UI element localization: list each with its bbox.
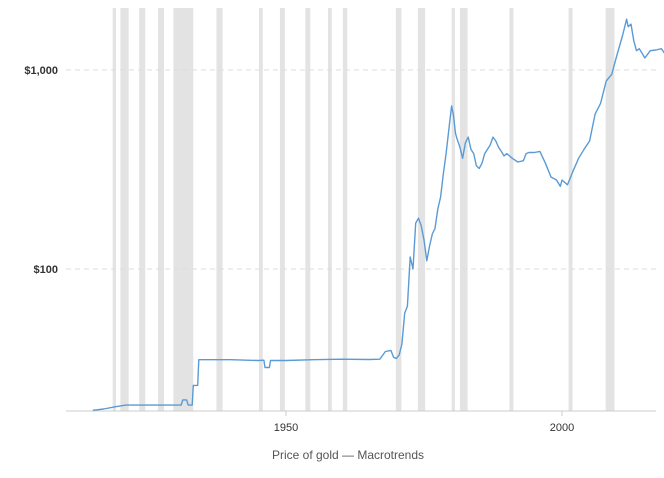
recession-band-16 <box>568 8 573 411</box>
horizontal-gridlines <box>66 69 656 270</box>
recession-band-5 <box>216 8 223 411</box>
x-tick-label-2000: 2000 <box>550 422 574 434</box>
recession-band-14 <box>459 8 468 411</box>
chart-caption: Price of gold — Macrotrends <box>272 448 424 462</box>
recession-band-10 <box>342 8 348 411</box>
recession-band-9 <box>327 8 332 411</box>
y-tick-label-1000: $1,000 <box>24 65 58 77</box>
series-line-gold-price <box>92 18 664 411</box>
recession-band-11 <box>395 8 402 411</box>
y-axis-ticks: $100 $1,000 <box>24 65 58 276</box>
recession-band-15 <box>509 8 514 411</box>
recession-band-3 <box>157 8 165 411</box>
recession-band-13 <box>451 8 455 411</box>
recession-band-17 <box>605 8 615 411</box>
x-tick-label-1950: 1950 <box>274 422 298 434</box>
recession-band-2 <box>139 8 146 411</box>
recession-band-0 <box>112 8 116 411</box>
y-tick-label-100: $100 <box>34 264 58 276</box>
recession-band-12 <box>417 8 426 411</box>
recession-band-6 <box>258 8 263 411</box>
recession-band-7 <box>279 8 285 411</box>
recession-bands <box>112 8 615 411</box>
x-axis-ticks: 1950 2000 <box>274 411 574 434</box>
recession-band-1 <box>120 8 129 411</box>
recession-band-4 <box>173 8 194 411</box>
recession-band-8 <box>305 8 311 411</box>
